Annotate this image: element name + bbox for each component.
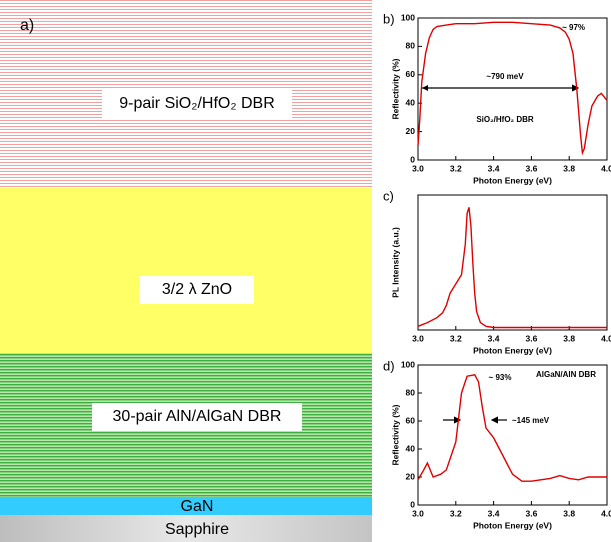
x-tick-label: 3.8 bbox=[563, 508, 575, 518]
plot-frame bbox=[417, 17, 608, 161]
x-tick-label: 3.2 bbox=[450, 163, 462, 173]
panel-label: b) bbox=[383, 11, 395, 26]
y-tick-label: 20 bbox=[406, 471, 416, 481]
x-tick-label: 3.4 bbox=[488, 163, 500, 173]
y-tick-label: 40 bbox=[406, 443, 416, 453]
x-axis-label: Photon Energy (eV) bbox=[473, 520, 552, 530]
annotation: ~790 meV bbox=[486, 72, 524, 81]
data-line bbox=[417, 207, 607, 329]
y-tick-label: 100 bbox=[401, 359, 415, 369]
plot-frame bbox=[417, 194, 608, 331]
x-tick-label: 4.0 bbox=[601, 333, 611, 343]
layer-label: 3/2 λ ZnO bbox=[162, 281, 232, 298]
annotation: ~145 meV bbox=[512, 416, 550, 425]
layer-sapphire bbox=[0, 515, 372, 542]
x-tick-label: 3.0 bbox=[412, 508, 424, 518]
x-tick-label: 4.0 bbox=[601, 508, 611, 518]
annotation: ~ 93% bbox=[489, 373, 512, 382]
x-tick-label: 3.6 bbox=[525, 333, 537, 343]
x-axis-label: Photon Energy (eV) bbox=[473, 345, 552, 355]
data-line bbox=[417, 21, 608, 156]
x-axis-label: Photon Energy (eV) bbox=[473, 175, 552, 185]
panel-label: c) bbox=[383, 188, 394, 203]
annotation: AlGaN/AlN DBR bbox=[536, 370, 596, 379]
x-tick-label: 3.6 bbox=[525, 163, 537, 173]
x-tick-label: 3.4 bbox=[488, 333, 500, 343]
label-box bbox=[140, 276, 254, 304]
plot-frame bbox=[417, 364, 608, 506]
x-tick-label: 3.8 bbox=[563, 163, 575, 173]
y-tick-label: 0 bbox=[410, 154, 415, 164]
y-tick-label: 40 bbox=[406, 97, 416, 107]
arrow-head bbox=[422, 85, 428, 91]
layer-zno bbox=[0, 188, 372, 353]
panel-label: d) bbox=[383, 358, 395, 373]
x-tick-label: 3.2 bbox=[450, 508, 462, 518]
x-tick-label: 3.4 bbox=[488, 508, 500, 518]
y-tick-label: 20 bbox=[406, 126, 416, 136]
layer-label: 9-pair SiO₂/HfO₂ DBR bbox=[119, 95, 275, 112]
panel-label: a) bbox=[20, 17, 34, 34]
layer-label: 30-pair AlN/AlGaN DBR bbox=[113, 408, 282, 425]
y-tick-label: 60 bbox=[406, 69, 416, 79]
annotation: ~ 97% bbox=[562, 23, 585, 32]
x-tick-label: 3.6 bbox=[525, 508, 537, 518]
y-tick-label: 100 bbox=[401, 12, 415, 22]
x-tick-label: 4.0 bbox=[601, 163, 611, 173]
data-line bbox=[417, 374, 607, 482]
label-box bbox=[102, 90, 292, 118]
layer-label: Sapphire bbox=[165, 521, 229, 538]
label-box bbox=[92, 403, 302, 431]
y-axis-label: PL Intensity (a.u.) bbox=[390, 227, 400, 298]
annotation: SiO₂/HfO₂ DBR bbox=[476, 115, 534, 124]
x-tick-label: 3.8 bbox=[563, 333, 575, 343]
y-tick-label: 60 bbox=[406, 415, 416, 425]
x-tick-label: 3.2 bbox=[450, 333, 462, 343]
y-tick-label: 80 bbox=[406, 41, 416, 51]
layer-diagram: a) 9-pair SiO₂/HfO₂ DBR 3/2 λ ZnO 30-pai… bbox=[0, 0, 372, 542]
y-tick-label: 80 bbox=[406, 387, 416, 397]
y-tick-label: 0 bbox=[410, 499, 415, 509]
layer-label: GaN bbox=[181, 498, 214, 515]
y-axis-label: Reflectivity (%) bbox=[390, 404, 400, 465]
layer-gan bbox=[0, 497, 372, 515]
y-axis-label: Reflectivity (%) bbox=[390, 58, 400, 119]
x-tick-label: 3.0 bbox=[412, 163, 424, 173]
x-tick-label: 3.0 bbox=[412, 333, 424, 343]
